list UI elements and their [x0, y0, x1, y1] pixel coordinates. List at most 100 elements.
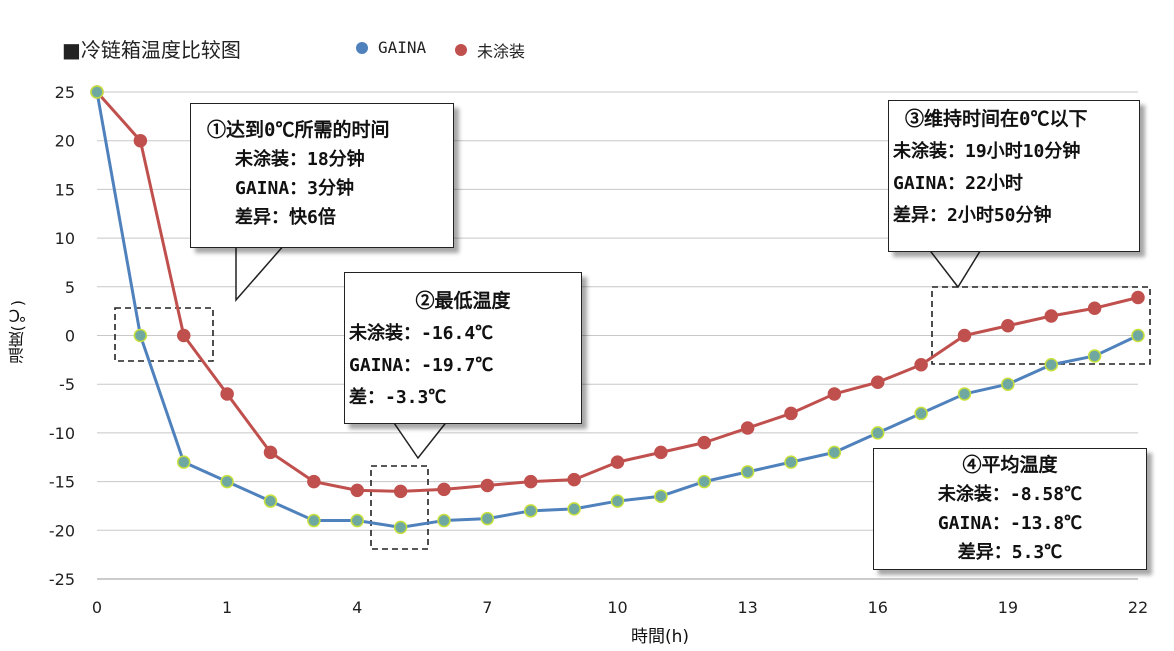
legend-swatch-gaina	[356, 41, 368, 54]
data-point-uncoated	[350, 483, 364, 498]
y-tick-label: -25	[49, 570, 75, 589]
highlight-box-zero-crossing	[114, 307, 214, 362]
data-point-gaina	[871, 426, 885, 440]
data-point-uncoated	[1131, 290, 1145, 305]
x-tick-label: 4	[352, 598, 362, 617]
highlight-box-below-zero-end	[931, 286, 1151, 365]
data-point-uncoated	[871, 375, 885, 390]
x-tick-label: 0	[92, 598, 102, 617]
callout-below-zero-pointer	[926, 247, 984, 289]
data-point-uncoated	[1087, 301, 1102, 315]
y-tick-label: 10	[55, 229, 75, 248]
y-tick-label: 5	[65, 278, 75, 297]
data-point-uncoated	[393, 484, 408, 499]
data-point-gaina	[220, 474, 234, 489]
callout-below-zero-heading: ③维持时间在0℃以下	[905, 108, 1088, 130]
callout-below-zero-uncoated: 未涂装：19小时10分钟	[893, 141, 1081, 162]
callout-below-zero-gaina: GAINA：22小时	[893, 173, 1023, 194]
data-point-gaina	[610, 494, 625, 508]
legend-item-uncoated: 未涂装	[455, 38, 525, 62]
callout-min-temp-pointer	[390, 419, 450, 460]
legend-label-gaina: GAINA	[378, 38, 427, 57]
x-axis-label: 時間(h)	[630, 627, 690, 647]
callout-min-temp-gaina: GAINA：-19.7℃	[349, 355, 494, 376]
callout-min-temp-diff: 差：-3.3℃	[349, 387, 447, 408]
data-point-uncoated	[220, 387, 234, 401]
y-axis-label: 温度(℃)	[8, 300, 27, 364]
data-point-gaina	[524, 504, 538, 518]
callout-avg-temp: ④平均温度 未涂装：-8.58℃ GAINA：-13.8℃ 差异：5.3℃	[873, 448, 1147, 570]
callout-min-temp-uncoated: 未涂装：-16.4℃	[349, 323, 494, 344]
data-point-gaina	[437, 513, 451, 528]
data-point-uncoated	[740, 421, 755, 435]
data-point-gaina	[177, 455, 191, 469]
data-point-uncoated	[697, 435, 711, 450]
data-point-gaina	[1001, 377, 1015, 391]
y-tick-label: -5	[59, 375, 75, 394]
callout-time-to-zero-uncoated: 未涂装：18分钟	[235, 149, 365, 170]
data-point-uncoated	[263, 445, 278, 460]
y-tick-label: -10	[49, 424, 75, 443]
y-tick-label: -15	[49, 473, 75, 492]
data-point-gaina	[263, 494, 278, 508]
data-point-uncoated	[133, 133, 148, 148]
data-point-gaina	[393, 520, 408, 535]
data-point-uncoated	[827, 387, 842, 401]
chart-title: ■冷链箱温度比较图	[62, 38, 241, 62]
data-point-uncoated	[524, 474, 538, 489]
y-tick-label: 25	[55, 83, 75, 102]
data-point-gaina	[784, 455, 798, 469]
legend-item-gaina: GAINA	[356, 38, 426, 57]
data-point-uncoated	[914, 357, 928, 372]
y-tick-label: 0	[65, 327, 75, 346]
data-point-gaina	[654, 489, 668, 503]
callout-avg-temp-gaina: GAINA：-13.8℃	[937, 513, 1083, 534]
callout-time-to-zero: ①达到0℃所需的时间 未涂装：18分钟 GAINA：3分钟 差异：快6倍	[190, 103, 454, 248]
data-point-gaina	[827, 445, 842, 460]
data-point-gaina	[350, 513, 364, 528]
callout-avg-temp-heading: ④平均温度	[962, 454, 1058, 476]
x-tick-label: 19	[998, 598, 1018, 617]
callout-time-to-zero-gaina: GAINA：3分钟	[235, 178, 355, 199]
data-point-gaina	[957, 387, 972, 401]
x-tick-label: 22	[1128, 598, 1148, 617]
y-tick-label: -20	[49, 521, 75, 540]
x-tick-label: 1	[222, 598, 232, 617]
data-point-gaina	[567, 502, 581, 516]
callout-min-temp-heading: ②最低温度	[415, 290, 511, 312]
data-point-uncoated	[307, 474, 321, 489]
callout-time-to-zero-heading: ①达到0℃所需的时间	[207, 119, 390, 141]
legend-label-uncoated: 未涂装	[477, 42, 526, 61]
data-point-uncoated	[1001, 319, 1015, 333]
callout-below-zero-duration: ③维持时间在0℃以下 未涂装：19小时10分钟 GAINA：22小时 差异：2小…	[888, 100, 1140, 252]
x-tick-label: 13	[737, 598, 757, 617]
data-point-gaina	[1087, 349, 1102, 363]
data-point-uncoated	[480, 478, 495, 493]
x-tick-label: 16	[868, 598, 888, 617]
data-point-uncoated	[1044, 309, 1058, 323]
data-point-uncoated	[610, 455, 625, 469]
y-tick-label: 15	[55, 180, 75, 199]
y-tick-label: 20	[55, 132, 75, 151]
highlight-box-min-temp	[370, 465, 429, 550]
data-point-gaina	[90, 85, 104, 99]
data-point-uncoated	[567, 472, 581, 487]
callout-below-zero-diff: 差异：2小时50分钟	[893, 205, 1052, 226]
data-point-gaina	[1131, 328, 1145, 343]
data-point-uncoated	[437, 482, 451, 497]
data-point-gaina	[307, 513, 321, 528]
data-point-gaina	[1044, 357, 1058, 372]
data-point-gaina	[914, 406, 928, 421]
data-point-uncoated	[784, 406, 798, 421]
data-point-gaina	[740, 465, 755, 479]
x-tick-label: 7	[482, 598, 492, 617]
data-point-uncoated	[654, 445, 668, 460]
data-point-uncoated	[177, 328, 191, 343]
callout-avg-temp-diff: 差异：5.3℃	[957, 542, 1063, 563]
data-point-gaina	[133, 328, 148, 343]
callout-min-temp: ②最低温度 未涂装：-16.4℃ GAINA：-19.7℃ 差：-3.3℃	[344, 272, 582, 424]
callout-time-to-zero-diff: 差异：快6倍	[235, 207, 336, 228]
x-tick-label: 10	[607, 598, 627, 617]
legend-swatch-uncoated	[455, 44, 467, 56]
